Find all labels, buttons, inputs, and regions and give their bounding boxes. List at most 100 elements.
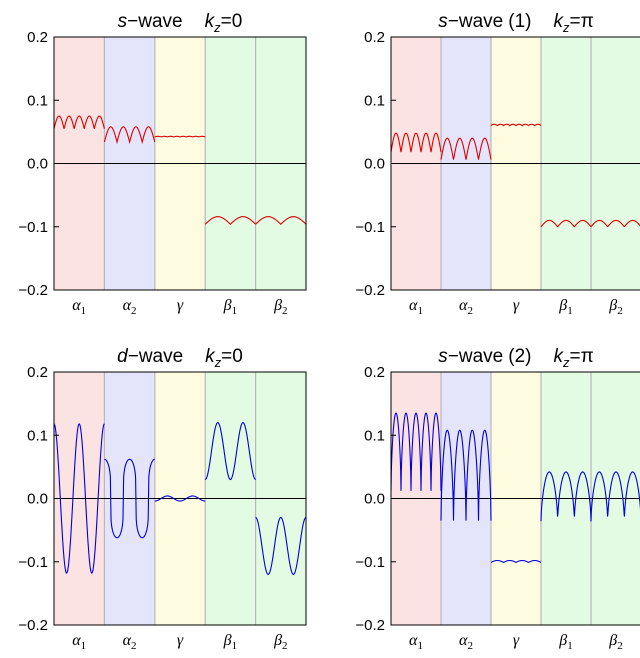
- y-tick-label: 0.1: [364, 92, 385, 109]
- x-category-subscript: 2: [131, 640, 137, 652]
- x-category-subscript: 2: [282, 305, 288, 317]
- title-kz-symbol: k: [205, 346, 216, 367]
- x-category-symbol: β: [608, 297, 617, 314]
- y-tick-label: 0.1: [364, 427, 385, 444]
- y-tick-label: 0.1: [27, 92, 48, 109]
- series-line-band-4: [205, 422, 256, 481]
- title-kz-equals: =: [221, 11, 232, 32]
- title-wave-letter: d: [117, 346, 129, 367]
- y-tick-label: −0.2: [18, 282, 48, 299]
- y-tick-label: −0.2: [355, 617, 385, 634]
- title-kz-subscript: z: [213, 20, 221, 35]
- x-category-label: α2: [459, 297, 473, 317]
- x-category-label: α1: [72, 632, 86, 652]
- title-wave-text: −wave: [448, 346, 503, 367]
- x-category-subscript: 2: [467, 640, 473, 652]
- x-category-label: α2: [123, 632, 137, 652]
- series-line-band-5: [590, 219, 640, 228]
- title-kz-symbol: k: [553, 346, 564, 367]
- series-line-band-3: [490, 559, 542, 563]
- x-category-label: γ: [177, 297, 184, 314]
- series-line-band-1: [390, 132, 442, 153]
- y-tick-label: −0.1: [355, 554, 385, 571]
- x-category-symbol: α: [123, 297, 132, 314]
- x-category-subscript: 1: [81, 640, 87, 652]
- x-category-symbol: α: [123, 632, 132, 649]
- x-category-label: β1: [558, 632, 572, 652]
- title-wave-letter: s: [118, 11, 128, 32]
- y-tick-label: 0.2: [364, 364, 385, 381]
- x-category-symbol: α: [459, 632, 468, 649]
- title-kz-subscript: z: [214, 355, 222, 370]
- title-kz-value: 0: [232, 11, 243, 32]
- title-wave-letter: s: [438, 11, 448, 32]
- x-category-symbol: β: [273, 632, 282, 649]
- x-category-symbol: β: [558, 632, 567, 649]
- series-line-band-5: [255, 216, 307, 225]
- x-category-subscript: 1: [567, 305, 573, 317]
- panel-bottom-right: 0.20.10.0−0.1−0.2α1 α2 γ β1 β2s−wave (2) kz=π: [355, 346, 640, 652]
- x-category-symbol: γ: [177, 297, 184, 314]
- title-wave-text: −wave: [128, 346, 183, 367]
- series-line-band-1: [53, 423, 105, 574]
- x-category-subscript: 1: [232, 305, 238, 317]
- x-category-symbol: β: [223, 632, 232, 649]
- x-category-label: α1: [409, 632, 423, 652]
- x-category-subscript: 1: [417, 640, 423, 652]
- title-kz-value: 0: [232, 346, 243, 367]
- y-tick-label: 0.2: [27, 29, 48, 46]
- title-kz-equals: =: [569, 11, 580, 32]
- series-line-band-3: [490, 123, 542, 127]
- y-tick-label: −0.1: [18, 219, 48, 236]
- x-category-subscript: 1: [232, 640, 238, 652]
- x-category-label: α1: [409, 297, 423, 317]
- x-category-symbol: α: [72, 297, 81, 314]
- y-tick-label: 0.2: [364, 29, 385, 46]
- series-line-band-2: [103, 126, 156, 145]
- y-tick-label: 0.0: [364, 156, 385, 173]
- y-tick-label: 0.2: [27, 364, 48, 381]
- y-tick-label: 0.0: [27, 156, 48, 173]
- series-line-band-2: [104, 458, 155, 539]
- x-category-subscript: 1: [81, 305, 87, 317]
- x-category-symbol: α: [72, 632, 81, 649]
- title-kz-equals: =: [221, 346, 232, 367]
- y-tick-label: −0.2: [355, 282, 385, 299]
- x-category-symbol: β: [558, 297, 567, 314]
- series-line-band-4: [204, 216, 256, 225]
- x-category-symbol: γ: [513, 297, 520, 314]
- panel-top-left: 0.20.10.0−0.1−0.2α1 α2 γ β1 β2s−wave kz=0: [18, 11, 307, 317]
- x-category-subscript: 1: [567, 640, 573, 652]
- y-tick-label: 0.0: [364, 491, 385, 508]
- title-kz-subscript: z: [562, 355, 570, 370]
- x-category-symbol: α: [409, 632, 418, 649]
- series-line-band-1: [390, 412, 442, 491]
- series-line-band-2: [440, 429, 492, 521]
- x-category-symbol: α: [409, 297, 418, 314]
- title-variant: (2): [508, 346, 531, 367]
- x-category-label: α2: [123, 297, 137, 317]
- x-category-subscript: 2: [131, 305, 137, 317]
- panel-title: s−wave kz=0: [118, 11, 243, 35]
- series-line-band-3: [154, 135, 206, 138]
- y-tick-label: −0.1: [355, 219, 385, 236]
- series-line-band-5: [255, 516, 307, 575]
- x-category-label: α2: [459, 632, 473, 652]
- x-category-symbol: α: [459, 297, 468, 314]
- series-line-band-2: [440, 137, 492, 160]
- x-category-label: α1: [72, 297, 86, 317]
- panel-bottom-left: 0.20.10.0−0.1−0.2α1 α2 γ β1 β2d−wave kz=0: [18, 346, 307, 652]
- x-category-label: β1: [223, 632, 237, 652]
- title-wave-text: −wave: [127, 11, 182, 32]
- x-category-label: γ: [177, 632, 184, 649]
- x-category-label: β1: [223, 297, 237, 317]
- x-category-subscript: 2: [467, 305, 473, 317]
- title-kz-symbol: k: [553, 11, 564, 32]
- x-category-symbol: β: [223, 297, 232, 314]
- title-kz-symbol: k: [205, 11, 216, 32]
- panel-title: s−wave (1) kz=π: [438, 11, 593, 35]
- x-category-symbol: γ: [513, 632, 520, 649]
- x-category-subscript: 1: [417, 305, 423, 317]
- y-tick-label: 0.1: [27, 427, 48, 444]
- x-category-symbol: γ: [177, 632, 184, 649]
